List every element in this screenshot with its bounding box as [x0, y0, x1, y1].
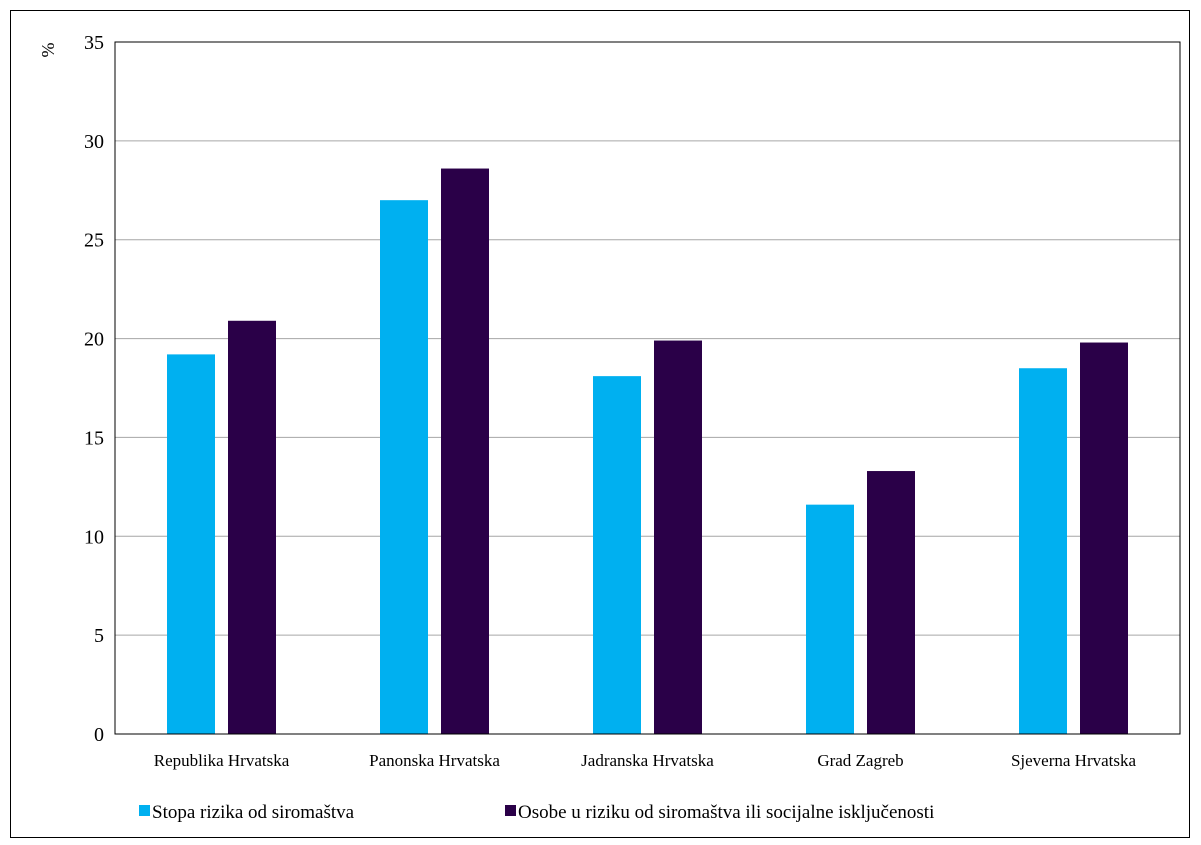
bars [167, 168, 1128, 735]
legend-swatch [505, 805, 516, 816]
bar-stopa-rizika [167, 354, 215, 734]
plot-area-border [114, 41, 1181, 735]
chart-frame [10, 10, 1190, 838]
x-category-label: Jadranska Hrvatska [581, 751, 714, 770]
y-axis-tick-labels: 0 5 10 15 20 25 30 35 [84, 32, 104, 746]
legend: Stopa rizika od siromaštva Osobe u riziku… [139, 802, 934, 823]
axes: % [38, 41, 1181, 735]
y-tick-label: 15 [84, 427, 104, 449]
y-tick-label: 20 [84, 329, 104, 351]
bar-osobe-u-riziku [441, 168, 489, 735]
y-tick-label: 5 [94, 625, 104, 647]
x-category-label: Grad Zagreb [817, 751, 903, 770]
y-tick-label: 10 [84, 526, 104, 548]
y-tick-label: 0 [94, 724, 104, 746]
x-axis-category-labels: Republika Hrvatska Panonska Hrvatska Jadra… [154, 751, 1137, 770]
x-category-label: Republika Hrvatska [154, 751, 290, 770]
gridlines [115, 140, 1180, 636]
legend-swatch [139, 805, 150, 816]
bar-stopa-rizika [1019, 368, 1067, 734]
y-tick-label: 35 [84, 32, 104, 54]
legend-label: Osobe u riziku od siromaštva ili socijal… [518, 802, 934, 823]
bar-osobe-u-riziku [867, 471, 915, 734]
y-tick-label: 25 [84, 230, 104, 252]
y-axis-unit-label: % [38, 43, 58, 58]
bar-osobe-u-riziku [1080, 342, 1128, 734]
y-tick-label: 30 [84, 131, 104, 153]
bar-osobe-u-riziku [654, 340, 702, 734]
x-category-label: Panonska Hrvatska [369, 751, 500, 770]
bar-stopa-rizika [380, 200, 428, 734]
bar-stopa-rizika [593, 376, 641, 734]
x-category-label: Sjeverna Hrvatska [1011, 751, 1137, 770]
bar-stopa-rizika [806, 504, 854, 734]
legend-label: Stopa rizika od siromaštva [152, 802, 355, 823]
bar-osobe-u-riziku [228, 320, 276, 734]
